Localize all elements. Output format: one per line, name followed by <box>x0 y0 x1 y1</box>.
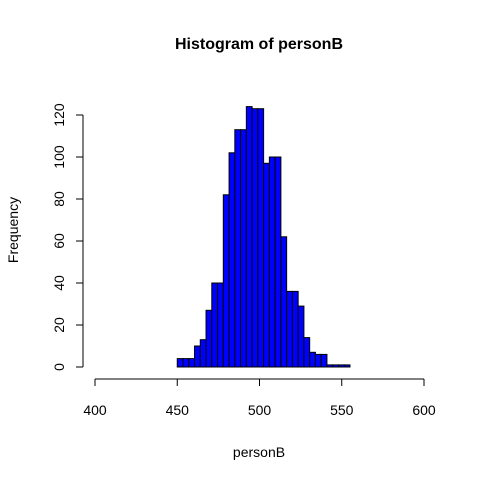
histogram-bar-20 <box>291 290 299 368</box>
histogram-bar-16 <box>268 156 276 368</box>
histogram-bar-2 <box>188 358 196 368</box>
x-tick-label-1: 450 <box>166 402 190 418</box>
y-tick-label-4: 80 <box>51 191 67 207</box>
y-tick-label-1: 20 <box>51 317 67 333</box>
x-axis-label: personB <box>233 444 285 460</box>
histogram-bar-21 <box>297 305 305 368</box>
histogram-bar-29 <box>343 364 351 368</box>
y-axis-label: Frequency <box>5 197 21 263</box>
histogram-bar-26 <box>326 364 334 368</box>
bars-group <box>176 106 351 368</box>
histogram-bar-27 <box>332 364 339 368</box>
histogram-bar-9 <box>228 152 236 368</box>
x-tick-label-4: 600 <box>412 402 436 418</box>
histogram-bar-10 <box>234 129 242 368</box>
histogram-bar-12 <box>245 106 253 368</box>
y-axis: 0 20 40 60 80 100 120 <box>51 103 84 371</box>
histogram-bar-6 <box>211 282 219 368</box>
histogram-bar-19 <box>286 290 293 368</box>
y-tick-label-3: 60 <box>51 233 67 249</box>
histogram-bar-25 <box>320 353 328 368</box>
histogram-bar-15 <box>263 162 270 368</box>
histogram-bar-23 <box>309 351 316 368</box>
histogram-bar-13 <box>251 108 259 368</box>
x-axis: 400 450 500 550 600 <box>83 378 436 418</box>
histogram-bar-8 <box>222 194 230 368</box>
histogram-bar-14 <box>257 108 265 368</box>
histogram-bar-28 <box>337 364 345 368</box>
x-tick-label-2: 500 <box>248 402 272 418</box>
histogram-bar-17 <box>274 156 282 368</box>
y-tick-label-6: 120 <box>51 103 67 127</box>
histogram-bar-18 <box>280 236 288 368</box>
chart-title: Histogram of personB <box>175 36 343 53</box>
histogram-bar-1 <box>182 358 190 368</box>
x-tick-label-0: 400 <box>83 402 107 418</box>
histogram-bar-11 <box>240 129 247 368</box>
histogram-bar-4 <box>199 339 207 368</box>
histogram-bar-3 <box>194 345 201 368</box>
histogram-bar-7 <box>217 282 224 368</box>
histogram-bar-22 <box>303 337 311 368</box>
y-tick-label-2: 40 <box>51 275 67 291</box>
histogram-bar-24 <box>314 353 322 368</box>
histogram-bar-5 <box>205 309 213 368</box>
y-tick-label-0: 0 <box>51 363 67 371</box>
x-tick-label-3: 550 <box>330 402 354 418</box>
y-tick-label-5: 100 <box>51 145 67 169</box>
histogram-bar-0 <box>176 358 184 368</box>
